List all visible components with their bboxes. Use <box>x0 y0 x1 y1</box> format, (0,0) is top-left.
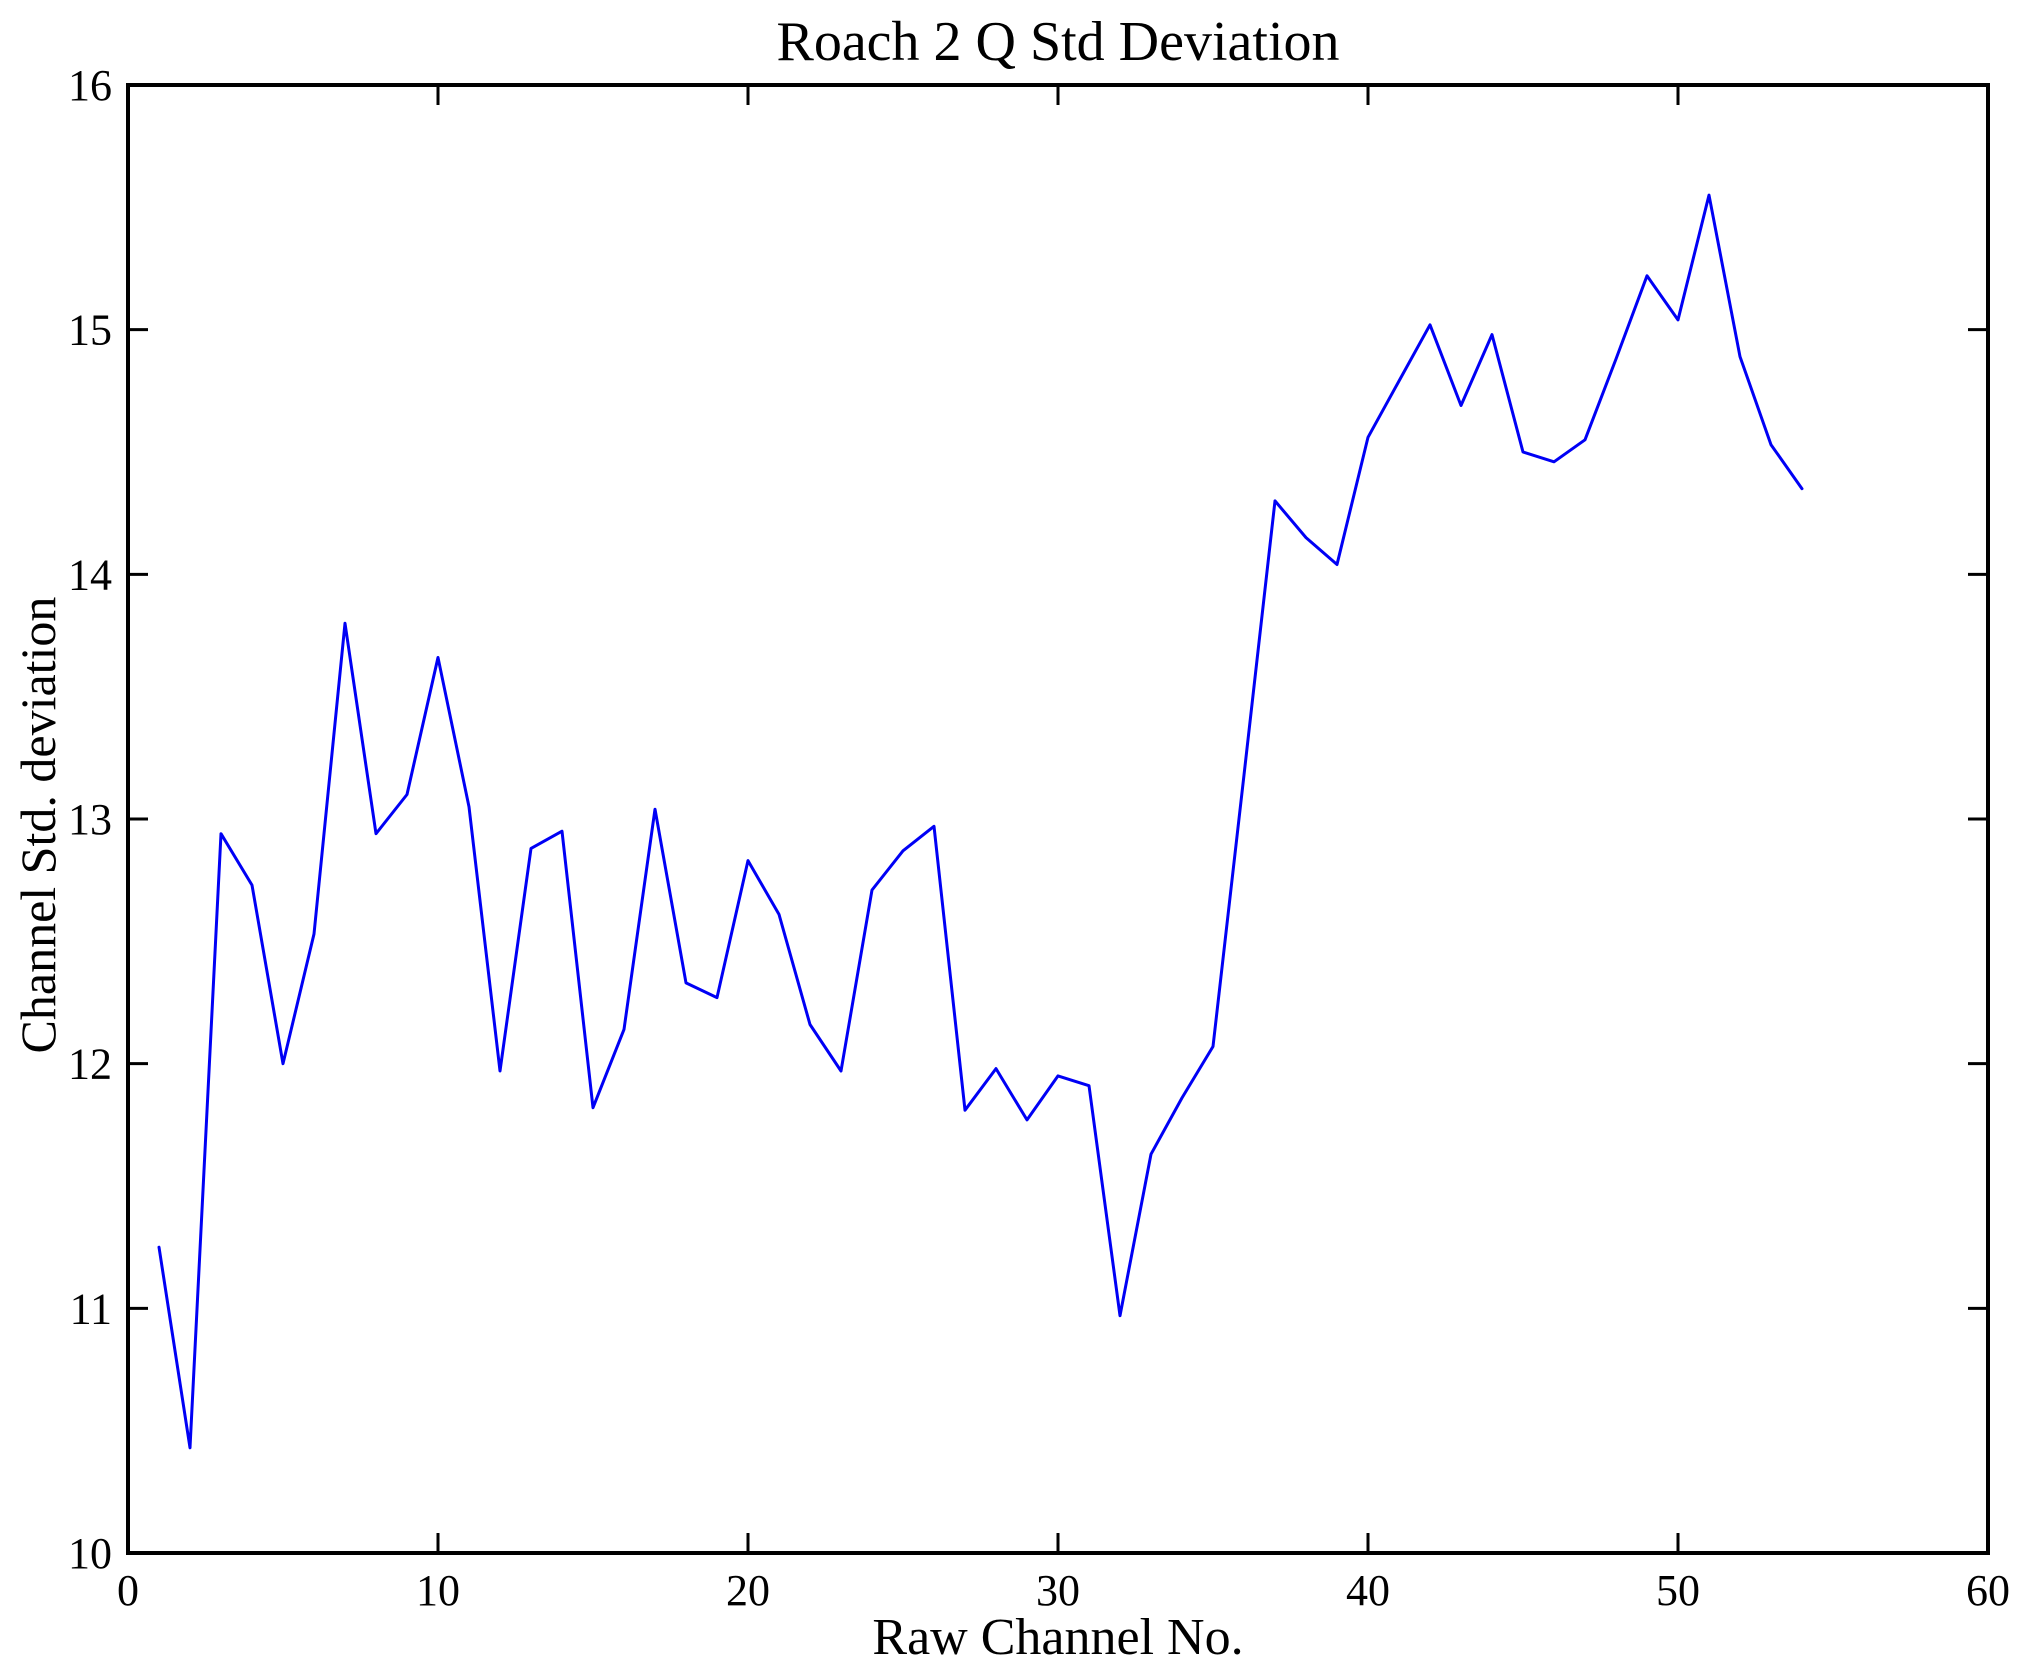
x-tick-label-20: 20 <box>726 1566 770 1615</box>
data-line-channel-std-deviation <box>157 193 1804 1450</box>
y-tick-label-11: 11 <box>70 1284 112 1333</box>
chart-title: Roach 2 Q Std Deviation <box>776 11 1340 73</box>
y-axis-label: Channel Std. deviation <box>10 596 66 1054</box>
plot-box <box>126 83 1990 1555</box>
y-tick-label-16: 16 <box>68 61 112 110</box>
y-tick-label-10: 10 <box>68 1529 112 1578</box>
x-tick-label-60: 60 <box>1966 1566 2010 1615</box>
x-tick-label-40: 40 <box>1346 1566 1390 1615</box>
x-tick-label-50: 50 <box>1656 1566 1700 1615</box>
y-tick-label-14: 14 <box>68 550 112 599</box>
y-tick-label-13: 13 <box>68 795 112 844</box>
x-tick-label-30: 30 <box>1036 1566 1080 1615</box>
x-axis-label: Raw Channel No. <box>872 1609 1244 1666</box>
x-tick-label-0: 0 <box>117 1566 139 1615</box>
y-tick-label-15: 15 <box>68 306 112 355</box>
x-tick-label-10: 10 <box>416 1566 460 1615</box>
y-tick-label-12: 12 <box>68 1040 112 1089</box>
